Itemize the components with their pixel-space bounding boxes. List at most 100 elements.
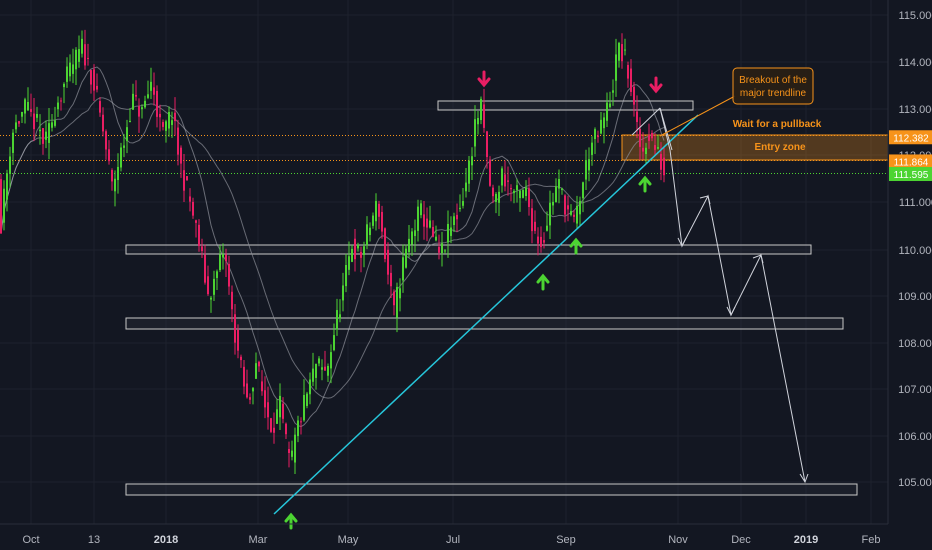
price-badge (889, 167, 932, 182)
candle-body (222, 254, 224, 258)
candle-body (330, 352, 332, 369)
candle-body (291, 450, 293, 457)
y-tick-label: 115.000 (899, 10, 932, 22)
candle-body (447, 223, 449, 243)
candle-body (309, 379, 311, 395)
price-badge (889, 154, 932, 169)
candle-body (279, 395, 281, 418)
breakout-note: Breakout of the major trendline (659, 67, 814, 137)
candle-body (384, 228, 386, 259)
candle-body (636, 111, 638, 123)
candle-body (156, 90, 158, 117)
candle-body (549, 202, 551, 226)
candle-body (276, 409, 278, 424)
price-axis[interactable]: 115.000114.000113.000112.000111.000110.0… (887, 0, 932, 524)
candle-body (264, 390, 266, 408)
candle-body (396, 286, 398, 318)
moving-average-fast (0, 66, 665, 428)
x-tick-label: May (338, 534, 359, 546)
candle-body (459, 207, 461, 210)
candle-body (357, 244, 359, 249)
candle-body (27, 101, 29, 111)
candle-body (525, 187, 527, 196)
candle-body (63, 83, 65, 88)
up-arrow-icon (284, 512, 298, 530)
candle-body (465, 182, 467, 192)
x-tick-label: Feb (862, 534, 881, 546)
candle-body (528, 188, 530, 207)
candle-body (231, 291, 233, 310)
candle-body (552, 201, 554, 206)
candle-body (354, 238, 356, 260)
arrowhead-icon (752, 254, 764, 264)
candle-body (573, 214, 575, 217)
candle-body (462, 201, 464, 206)
candle-body (342, 285, 344, 301)
candle-body (393, 291, 395, 306)
candle-body (120, 147, 122, 168)
candle-body (24, 99, 26, 114)
candle-body (339, 314, 341, 319)
candle-body (162, 122, 164, 127)
candle-body (498, 191, 500, 203)
candle-body (3, 188, 5, 223)
candle-body (261, 381, 263, 392)
candle-body (147, 94, 149, 98)
candle-body (588, 159, 590, 171)
candle-body (597, 135, 599, 138)
candle-body (15, 122, 17, 130)
candle-body (159, 113, 161, 118)
candle-body (318, 358, 320, 364)
x-tick-label: 2019 (794, 534, 818, 546)
candle-body (639, 128, 641, 147)
candle-body (513, 190, 515, 194)
candle-body (165, 121, 167, 131)
candle-body (36, 113, 38, 118)
candle-body (507, 180, 509, 182)
candle-body (561, 188, 563, 190)
candle-body (627, 64, 629, 79)
breakout-note-line2: major trendline (740, 88, 807, 99)
candle-body (570, 211, 572, 215)
candle-body (255, 363, 257, 379)
candle-body (612, 90, 614, 93)
time-axis[interactable]: Oct 13 2018 Mar May Jul Sep Nov Dec 2019 Feb (0, 523, 888, 546)
candle-body (192, 201, 194, 216)
candle-body (75, 49, 77, 70)
candle-body (243, 366, 245, 387)
candle-body (108, 149, 110, 162)
candle-body (72, 64, 74, 74)
candle-body (585, 160, 587, 180)
candle-body (132, 93, 134, 110)
candle-body (594, 129, 596, 140)
candle-body (495, 193, 497, 202)
candle-body (87, 57, 89, 59)
candle-body (204, 254, 206, 283)
candle-body (333, 335, 335, 351)
price-badges: 112.382 111.864 111.595 (889, 130, 932, 182)
candle-body (123, 145, 125, 148)
candle-body (657, 147, 659, 149)
candle-body (306, 393, 308, 406)
candle-body (225, 254, 227, 262)
candle-body (642, 147, 644, 152)
candle-body (312, 368, 314, 382)
candle-body (102, 114, 104, 132)
candle-body (219, 254, 221, 271)
candle-body (630, 68, 632, 92)
grid-lines (0, 0, 888, 524)
candle-body (390, 272, 392, 287)
resistance-zones (125, 100, 858, 496)
candle-body (48, 123, 50, 143)
candle-body (315, 363, 317, 378)
candle-body (54, 120, 56, 126)
candle-body (297, 420, 299, 437)
candle-body (12, 132, 14, 153)
candle-body (405, 248, 407, 268)
candle-body (189, 196, 191, 202)
y-tick-label: 109.000 (898, 291, 932, 303)
candle-body (66, 66, 68, 82)
down-arrow-icon (649, 76, 663, 94)
candle-body (363, 246, 365, 255)
